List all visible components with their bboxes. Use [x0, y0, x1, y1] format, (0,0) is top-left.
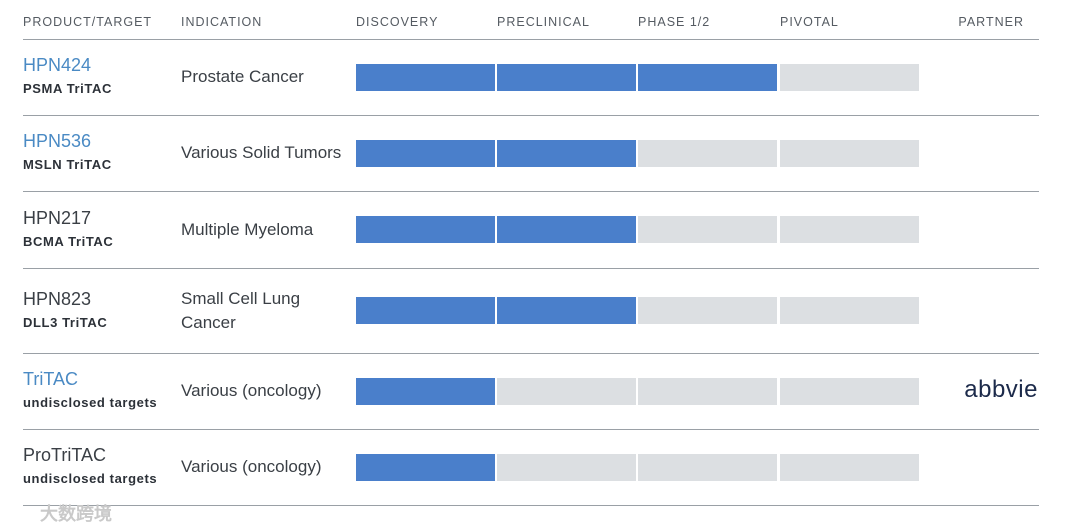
stage-segment [497, 216, 636, 243]
column-header: INDICATION [181, 15, 263, 29]
stage-segment [638, 216, 777, 243]
column-header: PRODUCT/TARGET [23, 15, 153, 29]
product-target: MSLN TriTAC [23, 157, 112, 172]
product-name: ProTriTAC [23, 445, 106, 465]
stage-segment [497, 377, 636, 405]
product-target: DLL3 TriTAC [23, 314, 108, 330]
stage-segment [356, 377, 495, 405]
row-divider [23, 429, 1039, 430]
row-divider [23, 268, 1039, 269]
stage-segment [780, 453, 919, 481]
stage-segment [638, 297, 777, 324]
stage-segment [780, 139, 919, 167]
column-header: PRECLINICAL [497, 15, 590, 29]
indication: Various Solid Tumors [181, 143, 342, 162]
stage-segment [356, 297, 495, 324]
product-name: HPN424 [23, 55, 92, 75]
stage-segment [638, 453, 777, 481]
column-header: PIVOTAL [780, 15, 839, 29]
watermark: 大数跨境 [40, 504, 112, 524]
stage-segment [356, 63, 495, 91]
product-target: undisclosed targets [23, 471, 158, 486]
stage-segment [497, 139, 636, 167]
product-target: undisclosed targets [23, 395, 158, 410]
column-header: PHASE 1/2 [638, 15, 711, 29]
stage-segment [780, 377, 919, 405]
row-divider [23, 115, 1039, 116]
product-name: HPN536 [23, 131, 92, 151]
stage-segment [780, 63, 919, 91]
partner-logo: abbvie [964, 376, 1038, 403]
row-divider [23, 191, 1039, 192]
product-target: BCMA TriTAC [23, 233, 114, 249]
stage-segment [780, 216, 919, 243]
stage-segment [497, 453, 636, 481]
stage-segment [356, 139, 495, 167]
stage-segment [356, 216, 495, 243]
stage-segment [780, 297, 919, 324]
stage-segment [497, 63, 636, 91]
stage-segment [638, 63, 777, 91]
indication: Small Cell Lung Cancer [181, 288, 301, 332]
stage-segment [638, 377, 777, 405]
indication: Multiple Myeloma [181, 219, 314, 239]
product-name: HPN217 [23, 207, 92, 228]
stage-segment [638, 139, 777, 167]
row-divider [23, 505, 1039, 506]
indication: Various (oncology) [181, 381, 322, 400]
product-target: PSMA TriTAC [23, 81, 112, 96]
product-name: HPN823 [23, 288, 92, 309]
stage-segment [497, 297, 636, 324]
column-header: PARTNER [958, 15, 1024, 29]
row-divider [23, 353, 1039, 354]
stage-segment [356, 453, 495, 481]
indication: Prostate Cancer [181, 67, 304, 86]
column-header: DISCOVERY [356, 15, 439, 29]
indication: Various (oncology) [181, 457, 322, 476]
product-name: TriTAC [23, 369, 78, 389]
row-divider [23, 39, 1039, 40]
